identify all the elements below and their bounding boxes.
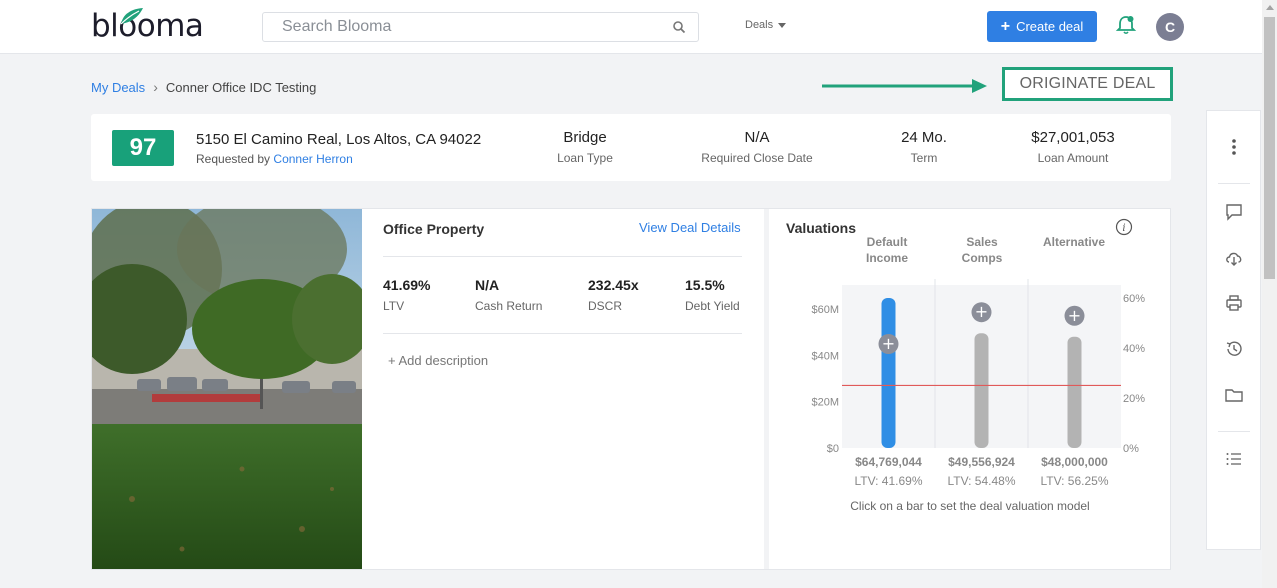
search-input[interactable] (263, 13, 643, 41)
user-avatar[interactable]: C (1156, 13, 1184, 41)
bar-value-label: $48,000,000 (1041, 455, 1108, 469)
add-valuation-icon[interactable] (1064, 305, 1085, 326)
property-address: 5150 El Camino Real, Los Altos, CA 94022 (196, 131, 482, 148)
chart-hint: Click on a bar to set the deal valuation… (850, 499, 1090, 513)
valuation-bar[interactable] (881, 297, 896, 448)
add-valuation-icon[interactable] (971, 302, 992, 323)
y-axis-tick-label: $20M (811, 397, 839, 409)
view-deal-details-link[interactable]: View Deal Details (639, 220, 741, 235)
chevron-right-icon: › (153, 79, 158, 95)
stat-close-date: N/A Required Close Date (701, 129, 813, 165)
scroll-up-arrow[interactable] (1266, 5, 1274, 10)
bar-value-label: $64,769,044 (855, 455, 922, 469)
divider (383, 333, 742, 334)
plus-icon: + (1068, 306, 1081, 325)
create-deal-button[interactable]: + Create deal (987, 11, 1097, 42)
requested-by: Requested by Conner Herron (196, 152, 353, 166)
blooma-logo[interactable]: blooma (91, 8, 204, 44)
valuation-bar[interactable] (1067, 336, 1082, 448)
info-icon[interactable]: i (1115, 218, 1133, 236)
deals-dropdown[interactable]: Deals (745, 19, 787, 31)
add-description-link[interactable]: + Add description (388, 353, 489, 368)
panel-divider (764, 209, 769, 569)
history-icon[interactable] (1224, 339, 1244, 359)
scrollbar-thumb[interactable] (1264, 17, 1275, 279)
metric-dscr: 232.45x DSCR (588, 277, 639, 313)
bar-ltv-label: LTV: 56.25% (1040, 474, 1108, 488)
plus-icon: + (975, 302, 988, 321)
valuations-title: Valuations (786, 220, 857, 236)
leaf-icon (120, 8, 143, 25)
column-header-default-income[interactable]: Default Income (865, 235, 908, 265)
deal-score-badge: 97 (112, 130, 174, 166)
valuation-chart: $60M $40M $20M $0 60% 40% 20% 0% + $64,769,044 LTV… (811, 279, 1145, 488)
stat-term: 24 Mo. Term (901, 129, 947, 165)
requester-link[interactable]: Conner Herron (273, 152, 353, 166)
print-icon[interactable] (1224, 293, 1244, 313)
search-icon[interactable] (672, 20, 686, 34)
more-vertical-icon[interactable] (1224, 137, 1244, 157)
y2-axis-tick-label: 20% (1123, 393, 1145, 405)
breadcrumb-current: Conner Office IDC Testing (165, 79, 317, 95)
y2-axis-tick-label: 60% (1123, 293, 1145, 305)
top-navigation-bar: blooma Deals + Create deal C (0, 0, 1262, 54)
originate-deal-button[interactable]: ORIGINATE DEAL (1002, 67, 1173, 101)
property-type-title: Office Property (383, 221, 485, 237)
divider (1218, 183, 1250, 184)
metric-ltv: 41.69% LTV (383, 277, 431, 313)
column-header-sales-comps[interactable]: Sales Comps (961, 235, 1003, 265)
column-header-alternative[interactable]: Alternative (1042, 235, 1106, 249)
breadcrumb-my-deals-link[interactable]: My Deals (91, 79, 146, 95)
divider (1218, 431, 1250, 432)
list-icon[interactable] (1224, 449, 1244, 469)
valuation-bar[interactable] (974, 333, 989, 448)
folder-icon[interactable] (1224, 385, 1244, 405)
deal-detail-card: Office Property View Deal Details 41.69%… (91, 208, 1171, 570)
plus-icon: + (882, 334, 895, 353)
search-box (262, 12, 699, 42)
cloud-download-icon[interactable] (1224, 248, 1244, 268)
add-valuation-icon[interactable] (878, 334, 899, 354)
bar-value-label: $49,556,924 (948, 455, 1015, 469)
stat-loan-type: Bridge Loan Type (557, 129, 613, 165)
y-axis-tick-label: $0 (827, 443, 839, 455)
deal-summary-bar: 97 5150 El Camino Real, Los Altos, CA 94… (91, 114, 1171, 181)
page-scrollbar[interactable] (1262, 0, 1277, 588)
divider (383, 256, 742, 257)
annotation-arrow (822, 79, 987, 93)
breadcrumb: My Deals › Conner Office IDC Testing (91, 79, 316, 95)
property-photo[interactable] (92, 209, 362, 569)
y2-axis-tick-label: 0% (1123, 443, 1139, 455)
stat-loan-amount: $27,001,053 Loan Amount (1031, 129, 1115, 165)
caret-down-icon (778, 22, 787, 28)
plus-icon: + (1000, 17, 1011, 35)
side-action-panel (1206, 110, 1261, 550)
svg-text:i: i (1122, 223, 1125, 234)
y2-axis-tick-label: 40% (1123, 343, 1145, 355)
bell-icon[interactable] (1115, 14, 1137, 36)
y-axis-tick-label: $60M (811, 304, 839, 316)
comment-icon[interactable] (1224, 202, 1244, 222)
valuations-panel: Valuations i Default Income Sales Comps … (769, 209, 1171, 569)
bar-ltv-label: LTV: 41.69% (854, 474, 922, 488)
property-info-panel: Office Property View Deal Details 41.69%… (383, 209, 743, 569)
metric-debt-yield: 15.5% Debt Yield (685, 277, 740, 313)
bar-ltv-label: LTV: 54.48% (947, 474, 1015, 488)
metric-cash-return: N/A Cash Return (475, 277, 543, 313)
y-axis-tick-label: $40M (811, 350, 839, 362)
